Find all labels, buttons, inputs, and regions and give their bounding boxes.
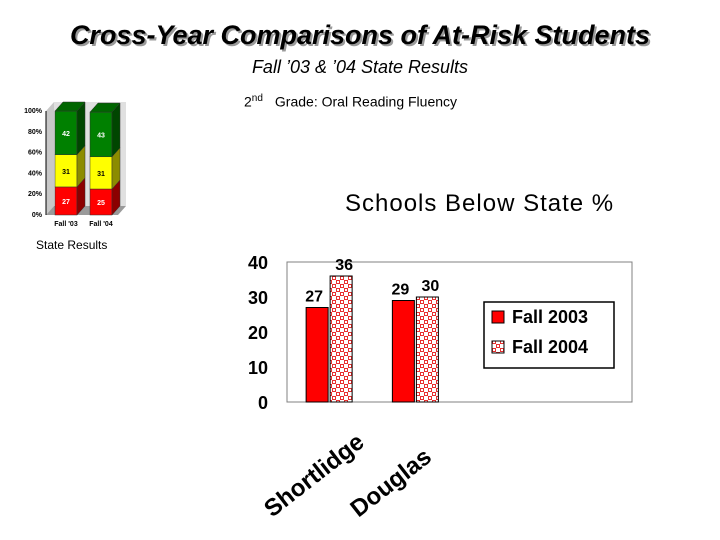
y-tick-label: 30	[248, 288, 268, 308]
bar-fall-2004	[329, 275, 353, 403]
mini-bar-side	[111, 102, 121, 158]
page-title: Cross-Year Comparisons of At-Risk Studen…	[69, 20, 651, 50]
legend-swatch	[491, 310, 505, 324]
bar-fall-2004	[415, 296, 439, 403]
grade-label: 2nd Grade: Oral Reading Fluency	[244, 93, 457, 110]
legend-box	[483, 301, 615, 369]
mini-data-label: 27	[62, 199, 70, 206]
grade-text: Grade: Oral Reading Fluency	[274, 93, 458, 110]
mini-data-label: 42	[62, 131, 70, 138]
mini-data-label: 31	[97, 171, 105, 178]
mini-bar-top	[89, 102, 121, 113]
data-label: 29	[391, 282, 409, 299]
data-label: 27	[305, 289, 323, 306]
data-label: 36	[335, 257, 353, 274]
bar-fall-2003	[305, 307, 329, 403]
y-tick-label: 20	[248, 323, 268, 343]
grade-ordinal: 2	[244, 93, 252, 110]
mini-tick-label: 40%	[28, 170, 43, 177]
legend-swatch	[491, 340, 505, 354]
mini-side-wall	[46, 102, 54, 215]
data-label: 30	[421, 278, 439, 295]
mini-data-label: 31	[62, 169, 70, 176]
bar-fall-2003	[391, 300, 415, 403]
state-results-label: State Results	[36, 238, 108, 252]
y-tick-label: 40	[248, 253, 268, 273]
mini-bar-top	[54, 101, 86, 112]
mini-data-label: 25	[97, 200, 105, 207]
legend-label: Fall 2004	[512, 337, 588, 357]
y-tick-label: 0	[258, 393, 268, 413]
mini-tick-label: 80%	[28, 129, 43, 136]
mini-category-label: Fall '04	[89, 221, 113, 228]
mini-data-label: 43	[97, 132, 105, 139]
mini-tick-label: 100%	[24, 108, 43, 115]
grade-suffix: nd	[251, 93, 263, 104]
legend-label: Fall 2003	[512, 307, 588, 327]
mini-tick-label: 20%	[28, 191, 43, 198]
y-tick-label: 10	[248, 358, 268, 378]
mini-tick-label: 60%	[28, 150, 43, 157]
page-subtitle: Fall ’03 & ’04 State Results	[251, 57, 469, 77]
chart-title: Schools Below State %	[345, 190, 615, 217]
mini-tick-label: 0%	[32, 212, 43, 219]
mini-category-label: Fall '03	[54, 221, 78, 228]
